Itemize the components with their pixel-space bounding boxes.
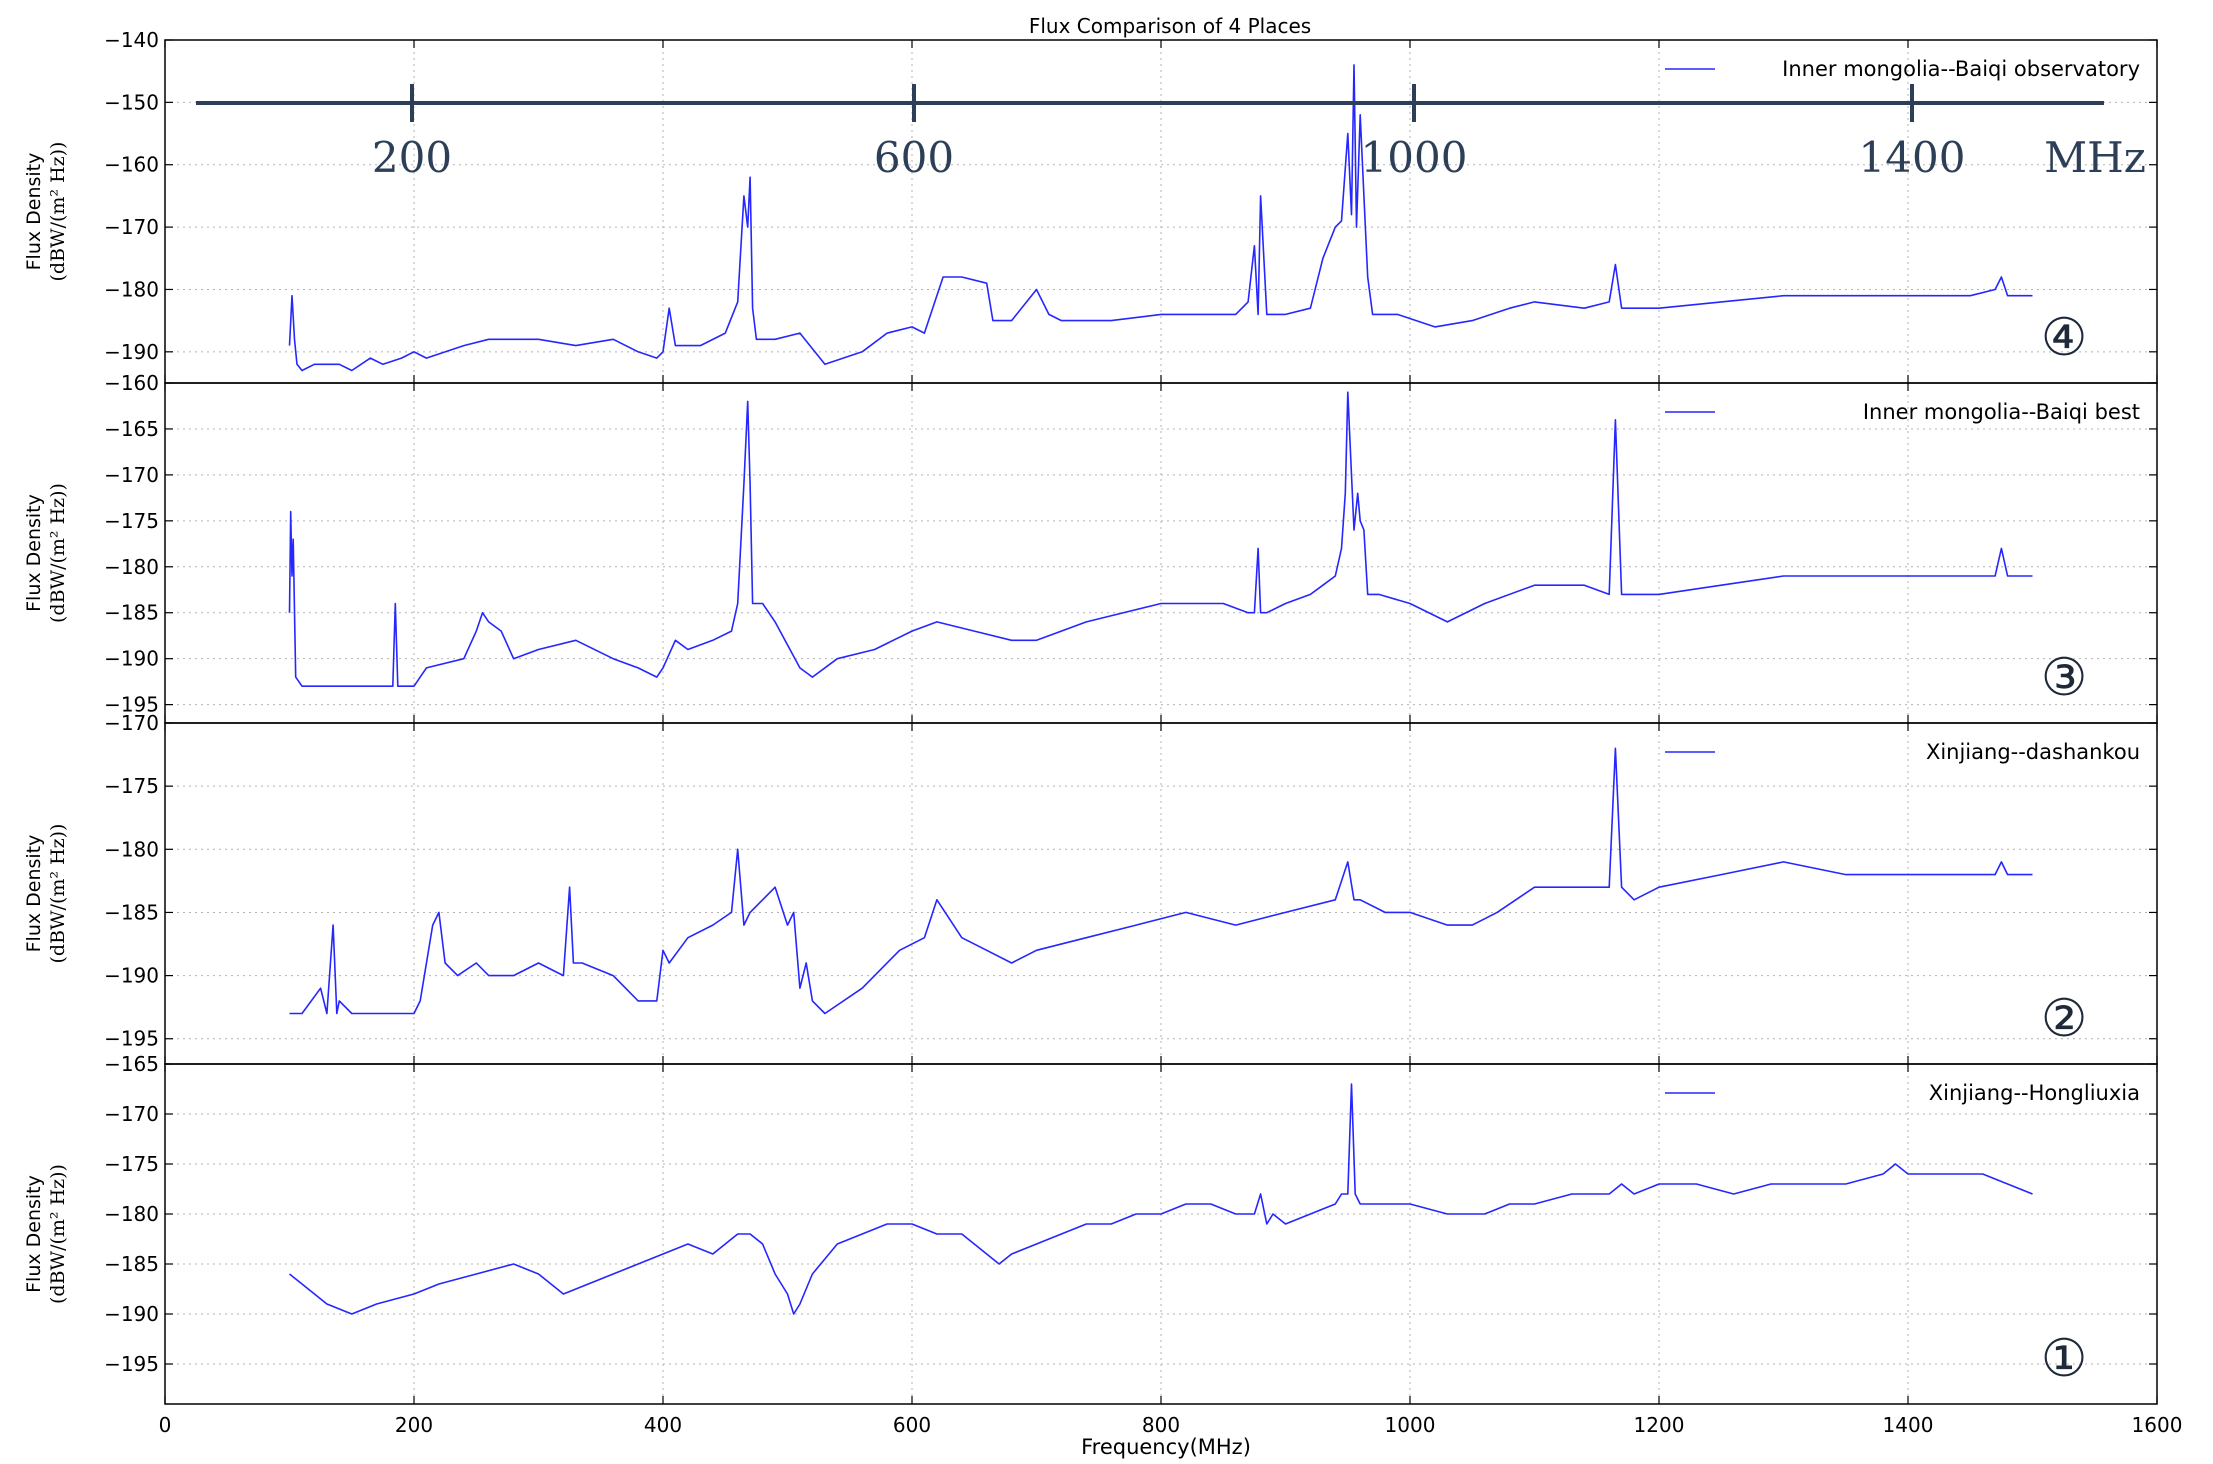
- plot-frame: [164, 39, 2158, 384]
- y-tick-label: −195: [104, 1027, 159, 1051]
- overlay-scale-label: 600: [874, 133, 954, 182]
- y-tick-label: −190: [104, 1302, 159, 1326]
- legend-entry: Inner mongolia--Baiqi best: [1863, 400, 2140, 424]
- y-tick-label: −150: [104, 90, 159, 114]
- x-tick-label: 1600: [2132, 1413, 2183, 1437]
- panel-3: −195 −190 −185 −180 −175 −170 Flux Density (dBW…: [23, 711, 2158, 1065]
- y-axis-label: Flux Density: [23, 494, 45, 612]
- y-tick-label: −175: [104, 774, 159, 798]
- series-line: [288, 64, 2033, 372]
- y-tick-label: −190: [104, 964, 159, 988]
- panel-number: ②: [2041, 989, 2088, 1049]
- y-axis-label: Flux Density: [23, 1175, 45, 1293]
- overlay-frequency-scale: 200 600 1000 1400 MHz: [196, 84, 2146, 182]
- y-tick-label: −170: [104, 463, 159, 487]
- legend-entry: Xinjiang--Hongliuxia: [1929, 1081, 2140, 1105]
- y-axis-units: (dBW/(m² Hz)): [47, 142, 69, 282]
- x-tick-label: 400: [644, 1413, 682, 1437]
- y-axis-units: (dBW/(m² Hz)): [47, 1164, 69, 1304]
- panel-number: ④: [2041, 308, 2088, 368]
- y-tick-label: −160: [104, 153, 159, 177]
- overlay-scale-unit: MHz: [2044, 133, 2146, 182]
- y-tick-label: −160: [104, 371, 159, 395]
- y-tick-label: −180: [104, 277, 159, 301]
- y-tick-label: −180: [104, 1202, 159, 1226]
- x-tick-label: 1200: [1634, 1413, 1685, 1437]
- y-tick-label: −170: [104, 711, 159, 735]
- panel-2: −195 −190 −185 −180 −175 −170 −165 −160 Flux Den…: [23, 371, 2158, 724]
- legend-entry: Inner mongolia--Baiqi observatory: [1782, 57, 2140, 81]
- legend-entry: Xinjiang--dashankou: [1926, 740, 2140, 764]
- y-tick-label: −140: [104, 28, 159, 52]
- x-axis-label: Frequency(MHz): [1081, 1435, 1251, 1459]
- y-tick-label: −165: [104, 417, 159, 441]
- figure-title: Flux Comparison of 4 Places: [1029, 14, 1311, 38]
- y-tick-label: −195: [104, 693, 159, 717]
- y-tick-label: −180: [104, 555, 159, 579]
- x-tick-label: 800: [1142, 1413, 1180, 1437]
- overlay-scale-label: 1400: [1859, 133, 1966, 182]
- overlay-scale-label: 200: [372, 133, 452, 182]
- x-tick-label: 200: [395, 1413, 433, 1437]
- y-tick-label: −185: [104, 601, 159, 625]
- y-tick-label: −165: [104, 1052, 159, 1076]
- y-tick-label: −190: [104, 340, 159, 364]
- series-line: [289, 1083, 2033, 1315]
- y-axis-label: Flux Density: [23, 153, 45, 271]
- panel-1: −190 −180 −170 −160 −150 −140 Flux Density (dBW…: [23, 28, 2158, 384]
- y-tick-label: −185: [104, 1252, 159, 1276]
- y-tick-label: −190: [104, 647, 159, 671]
- series-line: [288, 391, 2033, 688]
- overlay-scale-label: 1000: [1361, 133, 1468, 182]
- y-tick-label: −170: [104, 215, 159, 239]
- y-tick-label: −170: [104, 1102, 159, 1126]
- panel-number: ①: [2041, 1329, 2088, 1389]
- panel-4: −195 −190 −185 −180 −175 −170 −165 0 200 400 600 80…: [23, 1052, 2182, 1437]
- y-tick-label: −175: [104, 1152, 159, 1176]
- x-tick-label: 1000: [1385, 1413, 1436, 1437]
- x-tick-label: 600: [893, 1413, 931, 1437]
- y-axis-units: (dBW/(m² Hz)): [47, 483, 69, 623]
- series-line: [289, 747, 2033, 1015]
- y-axis-units: (dBW/(m² Hz)): [47, 824, 69, 964]
- y-tick-label: −195: [104, 1352, 159, 1376]
- x-tick-label: 1400: [1883, 1413, 1934, 1437]
- x-tick-label: 0: [159, 1413, 172, 1437]
- y-tick-label: −180: [104, 837, 159, 861]
- y-tick-label: −185: [104, 900, 159, 924]
- y-tick-label: −175: [104, 509, 159, 533]
- y-axis-label: Flux Density: [23, 835, 45, 953]
- panel-number: ③: [2041, 648, 2088, 708]
